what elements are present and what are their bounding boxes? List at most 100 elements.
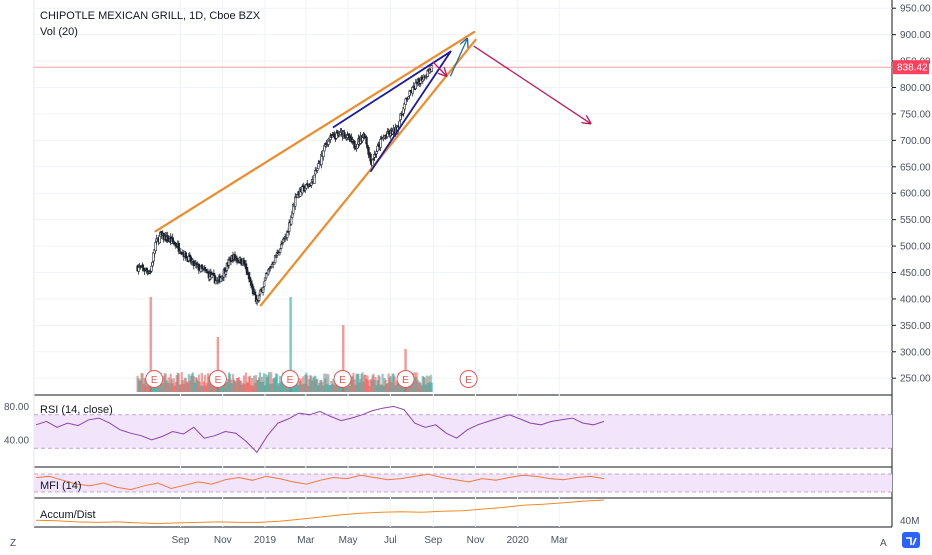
- candle-body: [317, 163, 320, 169]
- chart-title: CHIPOTLE MEXICAN GRILL, 1D, Cboe BZX: [40, 10, 261, 22]
- candle-body: [379, 139, 382, 148]
- candle-body: [292, 204, 295, 214]
- volume-bar: [203, 375, 206, 392]
- breakout-arrow[interactable]: [449, 39, 468, 77]
- accum-legend: Accum/Dist: [40, 509, 96, 521]
- candle-body: [280, 243, 284, 245]
- earnings-marker[interactable]: [459, 370, 478, 388]
- volume-bar: [381, 373, 384, 392]
- accum-dist-line: [35, 499, 605, 525]
- volume-spike: [289, 297, 292, 392]
- y-tick-label: 400.00: [900, 294, 931, 305]
- volume-bar: [270, 372, 273, 392]
- candle-layer: [136, 65, 433, 306]
- volume-bar: [276, 374, 279, 392]
- y-tick-label: 900.00: [900, 30, 931, 41]
- y-tick-label: 550.00: [900, 215, 931, 226]
- x-tick-label: Mar: [551, 535, 569, 546]
- candle-body: [365, 136, 368, 145]
- earnings-marker[interactable]: [333, 370, 352, 388]
- x-tick-label: Sep: [172, 535, 190, 546]
- upper-channel-line[interactable]: [332, 50, 452, 129]
- x-tick-label: Sep: [424, 535, 442, 546]
- drawing-layer[interactable]: [154, 30, 591, 307]
- zoom-toggle-icon[interactable]: Z: [10, 538, 16, 549]
- volume-bar: [144, 378, 147, 392]
- earnings-marker[interactable]: [396, 370, 415, 388]
- earnings-marker-label: E: [151, 375, 158, 386]
- rsi-band: [34, 414, 892, 449]
- candle-body: [277, 252, 281, 256]
- candle-body: [264, 273, 268, 279]
- earnings-marker[interactable]: [208, 370, 227, 388]
- rsi-line: [35, 405, 605, 454]
- candle-body: [430, 65, 433, 72]
- earnings-marker-label: E: [465, 375, 472, 386]
- y-tick-label: 950.00: [900, 4, 931, 15]
- candle-body: [375, 151, 378, 155]
- volume-bar: [172, 378, 175, 392]
- y-tick-label: 700.00: [900, 136, 931, 147]
- auto-scale-icon[interactable]: A: [880, 538, 887, 549]
- candle-body: [338, 134, 341, 137]
- y-tick-label: 750.00: [900, 109, 931, 120]
- volume-bar: [242, 375, 246, 392]
- volume-bar: [430, 382, 433, 392]
- breakdown-arrow[interactable]: [473, 45, 590, 123]
- x-tick-label: Nov: [467, 535, 485, 546]
- candle-body: [137, 266, 140, 272]
- volume-bar: [200, 372, 203, 392]
- volume-bar: [248, 375, 252, 392]
- lower-wedge-line[interactable]: [259, 38, 477, 307]
- candle-body: [313, 174, 316, 185]
- price-pane[interactable]: [34, 0, 892, 395]
- rsi-tick-label: 80.00: [4, 402, 29, 413]
- y-tick-label: 350.00: [900, 321, 931, 332]
- short-target-arrow[interactable]: [432, 61, 446, 76]
- candle-body: [184, 252, 187, 259]
- volume-spike: [342, 325, 345, 392]
- earnings-marker-label: E: [402, 375, 409, 386]
- mfi-line: [35, 473, 605, 491]
- x-tick-label: 2019: [254, 535, 277, 546]
- tradingview-logo[interactable]: [902, 532, 920, 548]
- y-tick-label: 800.00: [900, 83, 931, 94]
- earnings-marker[interactable]: [280, 370, 299, 388]
- candle-body: [331, 135, 334, 138]
- earnings-marker-label: E: [215, 375, 222, 386]
- earnings-marker[interactable]: [145, 370, 164, 388]
- volume-bar: [268, 372, 271, 392]
- y-tick-label: 250.00: [900, 374, 931, 385]
- y-tick-label: 300.00: [900, 347, 931, 358]
- y-tick-label: 600.00: [900, 189, 931, 200]
- y-tick-label: 650.00: [900, 162, 931, 173]
- volume-bar: [262, 373, 266, 392]
- volume-bar: [378, 376, 381, 392]
- x-tick-label: May: [339, 535, 358, 546]
- candle-body: [257, 295, 261, 301]
- x-tick-label: Nov: [214, 535, 232, 546]
- candle-body: [262, 281, 266, 287]
- candle-body: [327, 138, 330, 145]
- rsi-tick-label: 40.00: [4, 435, 29, 446]
- y-tick-label: 500.00: [900, 242, 931, 253]
- volume-bar: [306, 375, 309, 392]
- volume-bar: [177, 373, 180, 392]
- candle-body: [177, 243, 180, 252]
- y-tick-label: 450.00: [900, 268, 931, 279]
- volume-bar: [393, 376, 396, 392]
- volume-bar: [141, 373, 144, 392]
- mfi-legend: MFI (14): [40, 480, 82, 492]
- rsi-legend: RSI (14, close): [40, 404, 113, 416]
- x-tick-label: 2020: [507, 535, 530, 546]
- candle-body: [411, 87, 414, 94]
- volume-bar: [374, 377, 377, 392]
- mfi-band: [34, 474, 892, 492]
- x-tick-label: Jul: [384, 535, 397, 546]
- upper-wedge-line[interactable]: [154, 30, 476, 233]
- axis-layer: Sep Nov 2019 Mar May Jul Sep Nov 2020 Mar 250.00 30…: [4, 4, 931, 546]
- volume-bar: [325, 373, 328, 392]
- lower-channel-line[interactable]: [370, 50, 452, 172]
